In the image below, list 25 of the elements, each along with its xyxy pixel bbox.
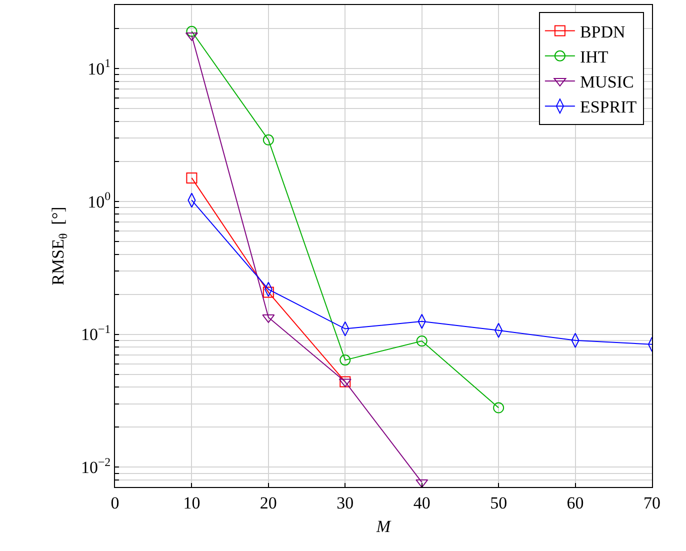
legend-label: BPDN	[580, 22, 626, 42]
point	[186, 172, 198, 184]
point	[416, 336, 428, 347]
x-tick-label: 10	[183, 493, 200, 512]
point	[340, 376, 351, 388]
x-tick-label: 70	[644, 493, 660, 512]
y-tick-label: 10$^{−2}$	[80, 455, 111, 478]
point	[186, 26, 198, 37]
x-tick-label: 30	[336, 493, 354, 512]
point	[262, 286, 274, 298]
x-tick-label: 40	[413, 493, 430, 512]
x-tick-label: 0	[110, 493, 120, 512]
y-tick-label: 10$^{0}$	[88, 189, 111, 212]
point	[262, 134, 274, 146]
y-tick-label: 10$^{−1}$	[80, 322, 111, 344]
legend-label: IHT	[580, 48, 609, 67]
legend-label: MUSIC	[580, 72, 634, 92]
x-tick-label: 50	[490, 493, 508, 512]
x-axis-title: M	[375, 516, 392, 536]
x-tick-label: 20	[260, 493, 277, 512]
x-tick-label: 60	[566, 493, 584, 512]
legend-label: ESPRIT	[580, 98, 638, 117]
point	[340, 354, 351, 366]
point	[493, 402, 504, 414]
y-tick-label: 10$^{1}$	[88, 56, 111, 78]
